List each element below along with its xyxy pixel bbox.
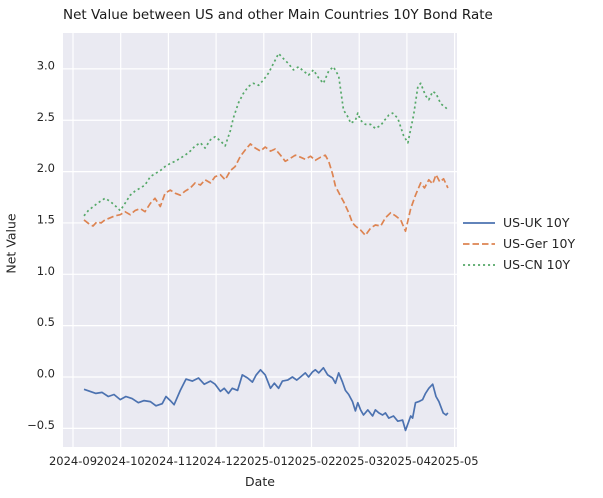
legend-label: US-CN 10Y <box>503 257 571 272</box>
plot-area-background <box>63 33 457 447</box>
x-axis-tick-labels: 2024-09 2024-10 2024-11 2024-12 2025-01 2025-… <box>49 454 479 468</box>
y-axis-tick-labels: 3.0 2.5 2.0 1.5 1.0 0.5 0.0 −0.5 <box>27 58 55 431</box>
legend-item-us-uk-10y: US-UK 10Y <box>462 213 575 232</box>
legend-line-sample <box>463 263 495 266</box>
x-tick-label: 2024-10 <box>97 454 145 468</box>
x-tick-label: 2024-09 <box>49 454 97 468</box>
series-line-us-uk-10y <box>83 366 449 432</box>
x-tick-label: 2025-02 <box>287 454 335 468</box>
x-tick-label: 2025-05 <box>431 454 479 468</box>
x-tick-label: 2025-04 <box>383 454 431 468</box>
series-line-us-ger-10y <box>83 143 449 237</box>
series-line-us-cn-10y <box>83 52 449 217</box>
legend-item-us-cn-10y: US-CN 10Y <box>462 255 575 274</box>
legend-line-sample <box>463 242 495 245</box>
y-tick-label: 1.5 <box>37 212 55 226</box>
chart-title: Net Value between US and other Main Coun… <box>63 7 493 23</box>
y-tick-label: 2.5 <box>37 110 55 124</box>
x-tick-label: 2025-03 <box>335 454 383 468</box>
x-axis-title: Date <box>245 474 275 489</box>
y-tick-label: 2.0 <box>37 161 55 175</box>
gridlines <box>63 33 457 447</box>
y-tick-label: −0.5 <box>27 418 55 432</box>
legend-item-us-ger-10y: US-Ger 10Y <box>462 234 575 253</box>
y-tick-label: 1.0 <box>37 264 55 278</box>
y-tick-label: 0.5 <box>37 315 55 329</box>
legend: US-UK 10Y US-Ger 10Y US-CN 10Y <box>462 213 575 274</box>
y-tick-label: 0.0 <box>37 367 55 381</box>
legend-label: US-UK 10Y <box>503 215 570 230</box>
x-tick-label: 2025-01 <box>240 454 288 468</box>
y-tick-label: 3.0 <box>37 58 55 72</box>
series-lines <box>83 52 449 432</box>
legend-label: US-Ger 10Y <box>503 236 576 251</box>
legend-line-sample <box>463 221 495 224</box>
y-axis-title: Net Value <box>3 213 19 274</box>
x-tick-label: 2024-11 <box>144 454 192 468</box>
x-tick-label: 2024-12 <box>192 454 240 468</box>
